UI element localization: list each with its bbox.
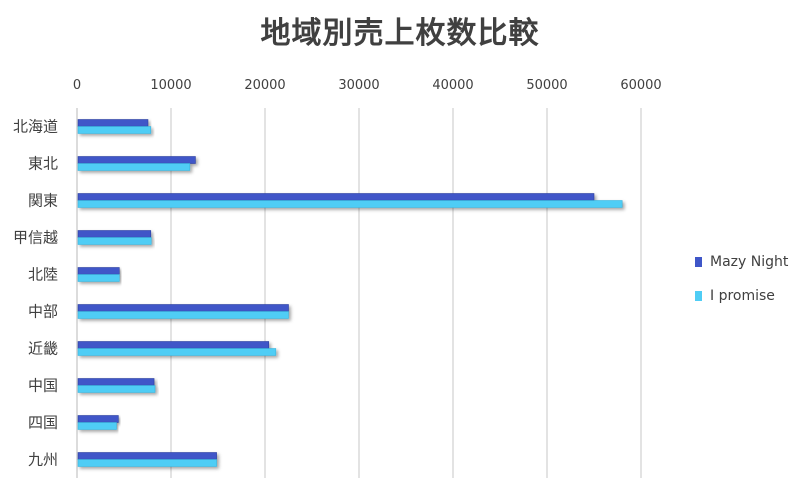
bar-i-promise: [77, 422, 117, 430]
bar-i-promise: [77, 274, 120, 282]
legend-swatch-i-promise: [695, 291, 702, 301]
x-tick-label: 30000: [338, 78, 379, 93]
bar-i-promise: [77, 311, 289, 319]
category-label: 北海道: [13, 118, 58, 136]
category-label: 九州: [28, 451, 58, 469]
legend-label-i-promise: I promise: [710, 288, 775, 304]
x-tick-label: 60000: [620, 78, 661, 93]
bar-mazy-night: [77, 230, 152, 238]
bar-mazy-night: [77, 341, 270, 349]
category-label: 東北: [28, 155, 58, 173]
bar-i-promise: [77, 385, 156, 393]
x-tick-label: 0: [73, 78, 81, 93]
bar-mazy-night: [77, 156, 196, 164]
bar-i-promise: [77, 163, 191, 171]
category-label: 中部: [28, 303, 58, 321]
bar-mazy-night: [77, 452, 217, 460]
x-tick-label: 10000: [150, 78, 191, 93]
legend-label-mazy-night: Mazy Night: [710, 254, 789, 270]
legend-item-mazy-night: Mazy Night: [695, 254, 788, 270]
category-label: 甲信越: [13, 229, 58, 247]
legend-item-i-promise: I promise: [695, 288, 775, 304]
bar-i-promise: [77, 348, 277, 356]
category-label: 中国: [28, 377, 58, 395]
category-label: 北陸: [28, 266, 58, 284]
category-label: 近畿: [28, 340, 58, 358]
category-label: 四国: [28, 414, 58, 432]
bar-i-promise: [77, 459, 217, 467]
x-tick-label: 50000: [526, 78, 567, 93]
bar-mazy-night: [77, 267, 120, 275]
bar-i-promise: [77, 237, 152, 245]
bar-mazy-night: [77, 193, 595, 201]
category-label: 関東: [28, 192, 58, 210]
bar-i-promise: [77, 126, 152, 134]
x-tick-label: 20000: [244, 78, 285, 93]
legend-swatch-mazy-night: [695, 257, 702, 267]
bar-mazy-night: [77, 378, 155, 386]
bar-i-promise: [77, 200, 623, 208]
x-tick-label: 40000: [432, 78, 473, 93]
bar-mazy-night: [77, 119, 149, 127]
chart-title: 地域別売上枚数比較: [260, 16, 540, 51]
bar-mazy-night: [77, 304, 289, 312]
bar-mazy-night: [77, 415, 119, 423]
